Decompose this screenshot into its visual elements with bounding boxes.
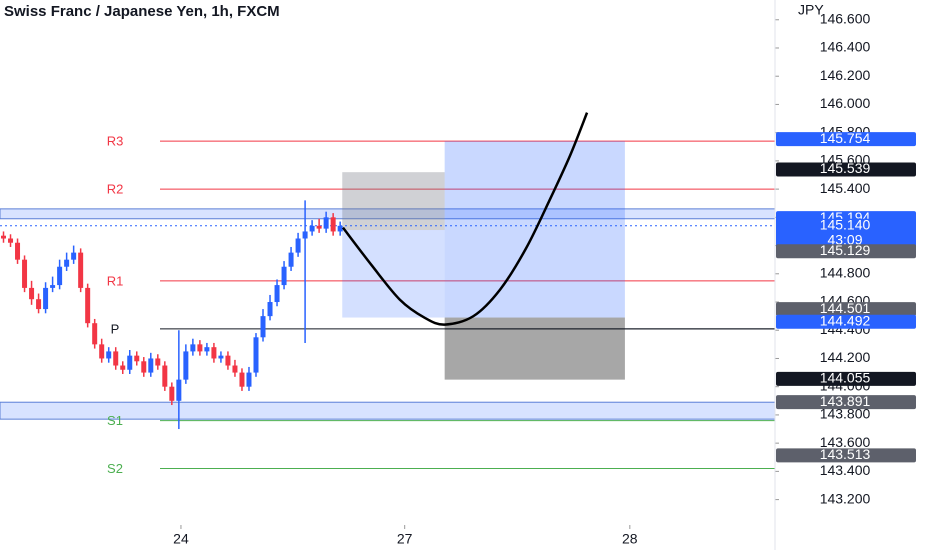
candle-body: [50, 285, 56, 288]
candle-body: [36, 299, 42, 310]
chart-title: Swiss Franc / Japanese Yen, 1h, FXCM: [4, 3, 280, 20]
candle-body: [316, 225, 322, 229]
candle-body: [71, 252, 77, 260]
countdown: 43:09: [827, 232, 862, 248]
candle-body: [141, 361, 147, 373]
pivot-label: R2: [107, 182, 124, 197]
projection-curve: [341, 112, 589, 326]
candle-body: [246, 372, 252, 387]
candle-body: [22, 259, 28, 288]
candle-body: [232, 365, 238, 373]
candle-body: [1, 235, 7, 239]
candle-body: [323, 217, 329, 229]
x-tick-label: 28: [622, 531, 638, 547]
candle-body: [183, 351, 189, 380]
candle-body: [204, 347, 210, 352]
price-label: 143.513: [820, 446, 871, 462]
candle-body: [281, 266, 287, 286]
y-tick-label: 143.400: [820, 462, 871, 478]
candle-body: [295, 238, 301, 253]
price-label-bg: [776, 448, 916, 463]
candle-body: [64, 259, 70, 267]
price-label: 145.754: [820, 130, 871, 146]
x-tick-label: 27: [397, 531, 413, 547]
candle-body: [85, 287, 91, 324]
candle-body: [260, 316, 266, 338]
candle-body: [43, 287, 49, 310]
price-label-bg: [776, 162, 916, 177]
candle-body: [218, 355, 224, 359]
candle-body: [15, 242, 21, 260]
candle-body: [106, 351, 112, 359]
price-label: 145.539: [820, 160, 871, 176]
candle-body: [190, 344, 196, 352]
x-tick-label: 24: [173, 531, 189, 547]
candle-body: [155, 358, 161, 366]
candle-body: [225, 355, 231, 366]
candle-body: [302, 231, 308, 239]
candle-body: [288, 252, 294, 267]
position-box: [342, 230, 445, 318]
candle-body: [162, 365, 168, 387]
price-label: 144.055: [820, 370, 871, 386]
pivot-label: R3: [107, 134, 124, 149]
position-box: [342, 172, 445, 231]
candle-body: [197, 344, 203, 352]
candle-body: [113, 351, 119, 366]
y-tick-label: 143.600: [820, 434, 871, 450]
candle-body: [8, 238, 14, 243]
price-label: 144.501: [820, 300, 871, 316]
price-label: 145.129: [820, 242, 871, 258]
price-label: 145.140: [820, 217, 871, 233]
candle-body: [29, 287, 35, 300]
candle-body: [127, 355, 133, 370]
price-label-bg: [776, 302, 916, 317]
price-label-bg: [776, 218, 916, 249]
y-tick-label: 145.400: [820, 180, 871, 196]
candle-body: [253, 337, 259, 373]
price-label-bg: [776, 371, 916, 386]
candle-body: [211, 347, 217, 359]
candle-body: [99, 344, 105, 359]
y-tick-label: 146.200: [820, 67, 871, 83]
y-tick-label: 143.200: [820, 490, 871, 506]
pivot-label: S1: [107, 413, 123, 428]
candle-body: [57, 266, 63, 286]
currency: JPY: [798, 2, 824, 18]
price-label-bg: [776, 395, 916, 410]
position-box: [444, 317, 625, 380]
y-tick-label: 143.800: [820, 406, 871, 422]
candle-body: [330, 217, 336, 232]
candle-body: [239, 372, 245, 387]
candle-body: [309, 225, 315, 232]
price-label-bg: [776, 314, 916, 329]
candle-body: [92, 323, 98, 345]
plot: R3 R2 R1 P S1 S2: [0, 134, 776, 476]
y-tick-label: 144.800: [820, 264, 871, 280]
price-label-bg: [776, 244, 916, 259]
candle-body: [176, 379, 182, 401]
candle-body: [148, 358, 154, 373]
pivot-label: S2: [107, 461, 123, 476]
candle-body: [274, 285, 280, 303]
pivot-label: R1: [107, 273, 124, 288]
candle-body: [267, 302, 273, 317]
y-tick-label: 144.200: [820, 349, 871, 365]
candle-body: [120, 365, 126, 370]
candle-body: [134, 355, 140, 362]
price-label: 143.891: [820, 393, 871, 409]
price-label: 144.492: [820, 312, 871, 328]
candle-body: [337, 225, 343, 232]
pivot-label: P: [111, 321, 120, 336]
y-tick-label: 146.600: [820, 10, 871, 26]
y-tick-label: 146.400: [820, 39, 871, 55]
candle-body: [169, 386, 175, 401]
y-tick-label: 146.000: [820, 95, 871, 111]
candle-body: [78, 252, 84, 288]
price-label-bg: [776, 132, 916, 147]
